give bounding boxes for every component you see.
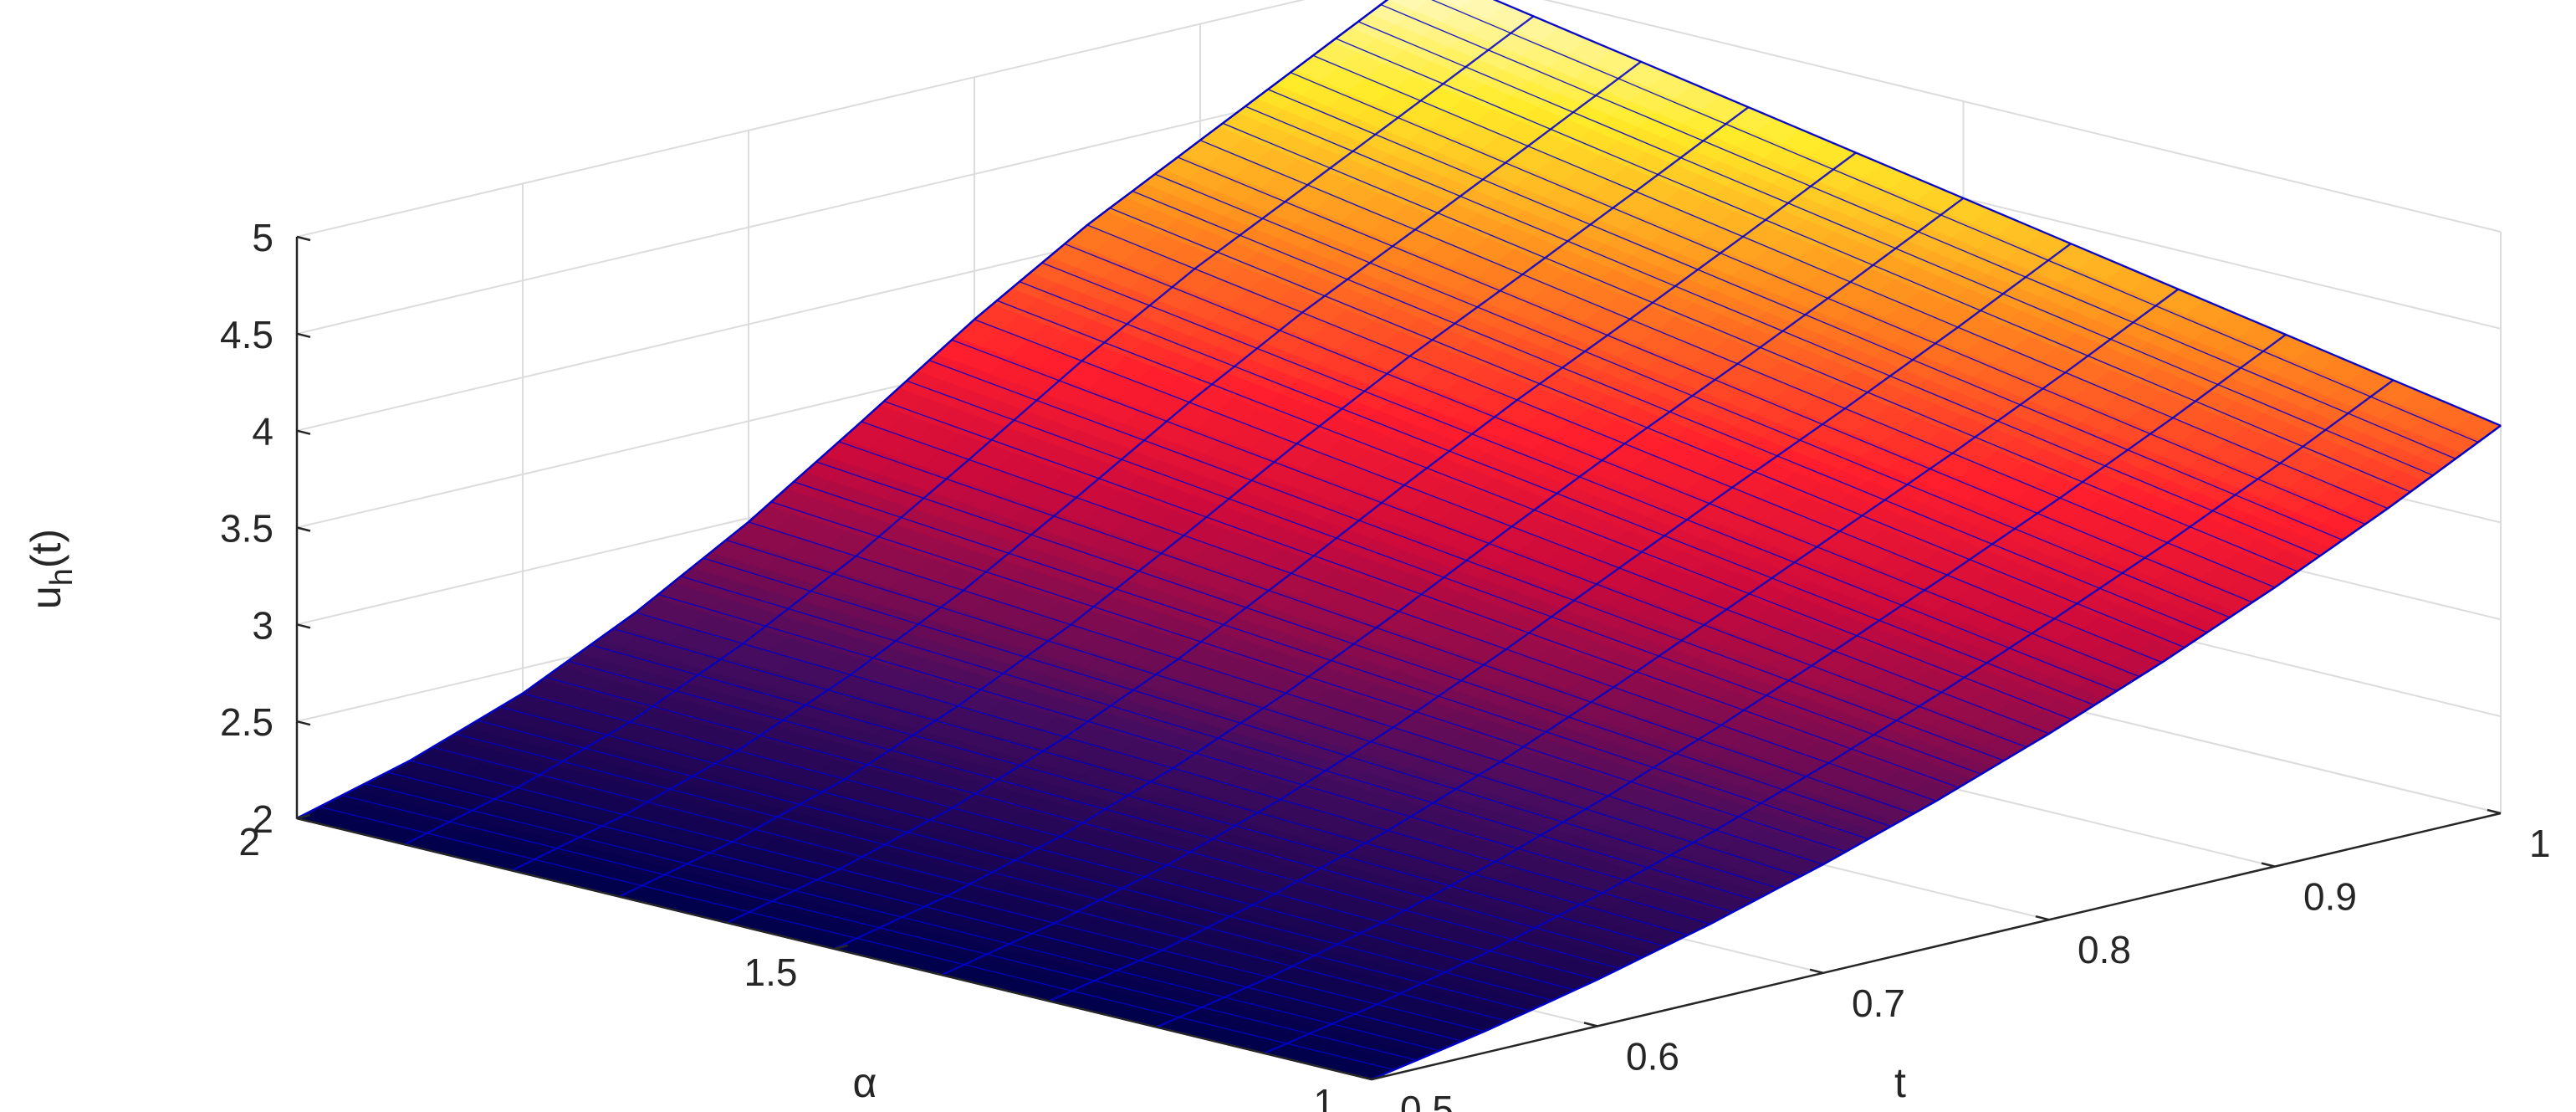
z-tick (296, 429, 311, 435)
mesh-line-alpha (1049, 288, 2180, 1002)
surface-edge (296, 0, 1389, 820)
mesh-line-alpha (1264, 379, 2395, 1054)
t-tick-label: 0.8 (2078, 928, 2131, 971)
t-tick (1809, 968, 1824, 975)
mesh-line-alpha (833, 197, 1965, 951)
surface-edge (1371, 424, 2502, 1081)
t-tick (2487, 808, 2502, 815)
alpha-tick (296, 813, 311, 820)
alpha-tick-label: 2 (238, 820, 260, 863)
t-tick (1583, 1022, 1598, 1027)
z-tick (296, 817, 311, 823)
surface-edge (1492, 0, 2502, 427)
mesh-line-alpha (941, 243, 2072, 976)
mesh-line-alpha (1156, 333, 2287, 1028)
z-tick-label: 4.5 (220, 313, 273, 356)
surface-mesh (295, 0, 2502, 1081)
alpha-tick (1371, 1074, 1386, 1081)
surface-patch (1441, 0, 1472, 8)
z-tick-label: 4 (252, 410, 273, 454)
z-axis-label: uh(t) (23, 529, 79, 609)
z-tick-label: 3.5 (220, 507, 273, 551)
tick-labels: 2 2.5 3 3.5 4 4.5 5 2 1.5 1 0.5 0.6 0.7 0.8 0.9 1 (220, 216, 2551, 1112)
grid-line (296, 0, 1306, 238)
t-tick-label: 1 (2529, 822, 2551, 865)
t-tick-label: 0.9 (2303, 875, 2357, 919)
t-tick (2261, 862, 2276, 868)
t-tick-label: 0.5 (1400, 1088, 1454, 1112)
z-tick-label: 3 (252, 603, 273, 647)
z-tick (296, 332, 311, 339)
z-tick (296, 623, 311, 629)
t-axis-line (1371, 812, 2502, 1081)
x-axis-label-alpha: α (853, 1059, 877, 1106)
z-tick (296, 235, 311, 242)
z-tick (296, 720, 311, 726)
t-tick-label: 0.7 (1852, 981, 1905, 1025)
y-axis-label-t: t (1894, 1059, 1906, 1106)
z-tick-label: 2.5 (220, 700, 273, 744)
t-tick (1357, 1074, 1372, 1081)
alpha-tick-label: 1 (1313, 1081, 1335, 1112)
z-tick-label: 5 (252, 216, 273, 259)
alpha-tick-label: 1.5 (744, 951, 798, 994)
mesh-line-alpha (403, 15, 1535, 846)
mesh-line-alpha (618, 106, 1750, 898)
alpha-tick (834, 944, 848, 951)
t-tick (2035, 915, 2050, 921)
axes (295, 235, 2502, 1081)
t-tick-label: 0.6 (1626, 1034, 1679, 1078)
mesh-line-alpha (726, 151, 1857, 924)
z-tick (296, 526, 311, 532)
z-tick-label: 2 (252, 797, 273, 841)
mesh-line-alpha (511, 60, 1642, 872)
